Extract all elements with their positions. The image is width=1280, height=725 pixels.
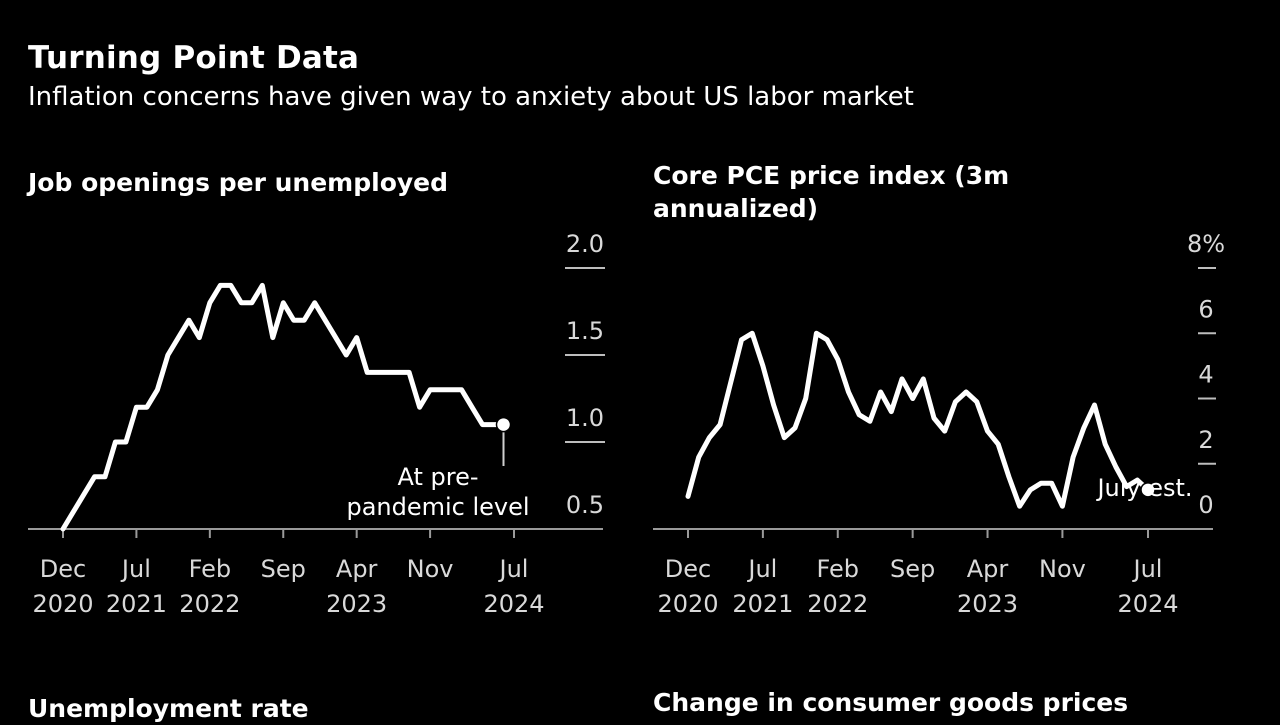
x-tick-year-label: 2020 — [32, 590, 93, 618]
y-tick-label: 4 — [1198, 361, 1213, 389]
x-tick-label: Jul — [1132, 555, 1163, 583]
x-tick-label: Feb — [817, 555, 860, 583]
highlight-point — [1140, 482, 1156, 498]
y-tick-label: 1.5 — [566, 317, 604, 345]
job-openings-chart-title: Job openings per unemployed — [28, 168, 449, 197]
core-pce-chart: 8% 6 4 2 0 Dec 2020 Jul 2021 Feb 2022 Sep Apr 2023 Nov… — [653, 230, 1225, 618]
x-tick-year-label: 2022 — [179, 590, 240, 618]
y-tick-label: 2.0 — [566, 230, 604, 258]
y-tick-label: 6 — [1198, 295, 1213, 323]
x-tick-label: Nov — [407, 555, 454, 583]
x-tick-label: Apr — [336, 555, 378, 583]
x-tick-label: Jul — [746, 555, 777, 583]
x-tick-label: Apr — [967, 555, 1009, 583]
x-tick-label: Dec — [665, 555, 711, 583]
page-title: Turning Point Data — [28, 40, 360, 76]
annotation-label: July est. — [1095, 474, 1192, 502]
x-tick-label: Sep — [261, 555, 306, 583]
x-tick-year-label: 2022 — [807, 590, 868, 618]
x-tick-year-label: 2021 — [106, 590, 167, 618]
x-tick-label: Jul — [120, 555, 151, 583]
y-tick-label: 2 — [1198, 426, 1213, 454]
x-tick-year-label: 2023 — [957, 590, 1018, 618]
y-tick-label: 0.5 — [566, 491, 604, 519]
page-subtitle: Inflation concerns have given way to anx… — [28, 82, 914, 112]
x-tick-year-label: 2020 — [657, 590, 718, 618]
unemployment-chart-title: Unemployment rate — [28, 694, 309, 723]
job-openings-chart: 2.0 1.5 1.0 0.5 Dec 2020 Jul 2021 Feb 2022 Sep Apr 2… — [28, 230, 605, 618]
consumer-goods-chart-title: Change in consumer goods prices — [653, 688, 1129, 717]
y-tick-label: 1.0 — [566, 404, 604, 432]
series-line — [60, 282, 506, 532]
annotation-label: pandemic level — [346, 493, 529, 521]
x-tick-year-label: 2023 — [326, 590, 387, 618]
x-tick-label: Jul — [498, 555, 529, 583]
y-tick-label: 0 — [1198, 491, 1213, 519]
x-tick-label: Feb — [189, 555, 232, 583]
x-tick-year-label: 2024 — [483, 590, 544, 618]
core-pce-chart-title: Core PCE price index (3m annualized) — [653, 161, 1010, 223]
series-line — [685, 330, 1151, 509]
highlight-point — [495, 416, 512, 433]
annotation-label: At pre- — [397, 463, 478, 491]
x-tick-year-label: 2021 — [732, 590, 793, 618]
x-tick-label: Sep — [890, 555, 935, 583]
x-tick-year-label: 2024 — [1117, 590, 1178, 618]
x-tick-label: Dec — [40, 555, 86, 583]
x-tick-label: Nov — [1039, 555, 1086, 583]
y-tick-label: 8% — [1187, 230, 1225, 258]
